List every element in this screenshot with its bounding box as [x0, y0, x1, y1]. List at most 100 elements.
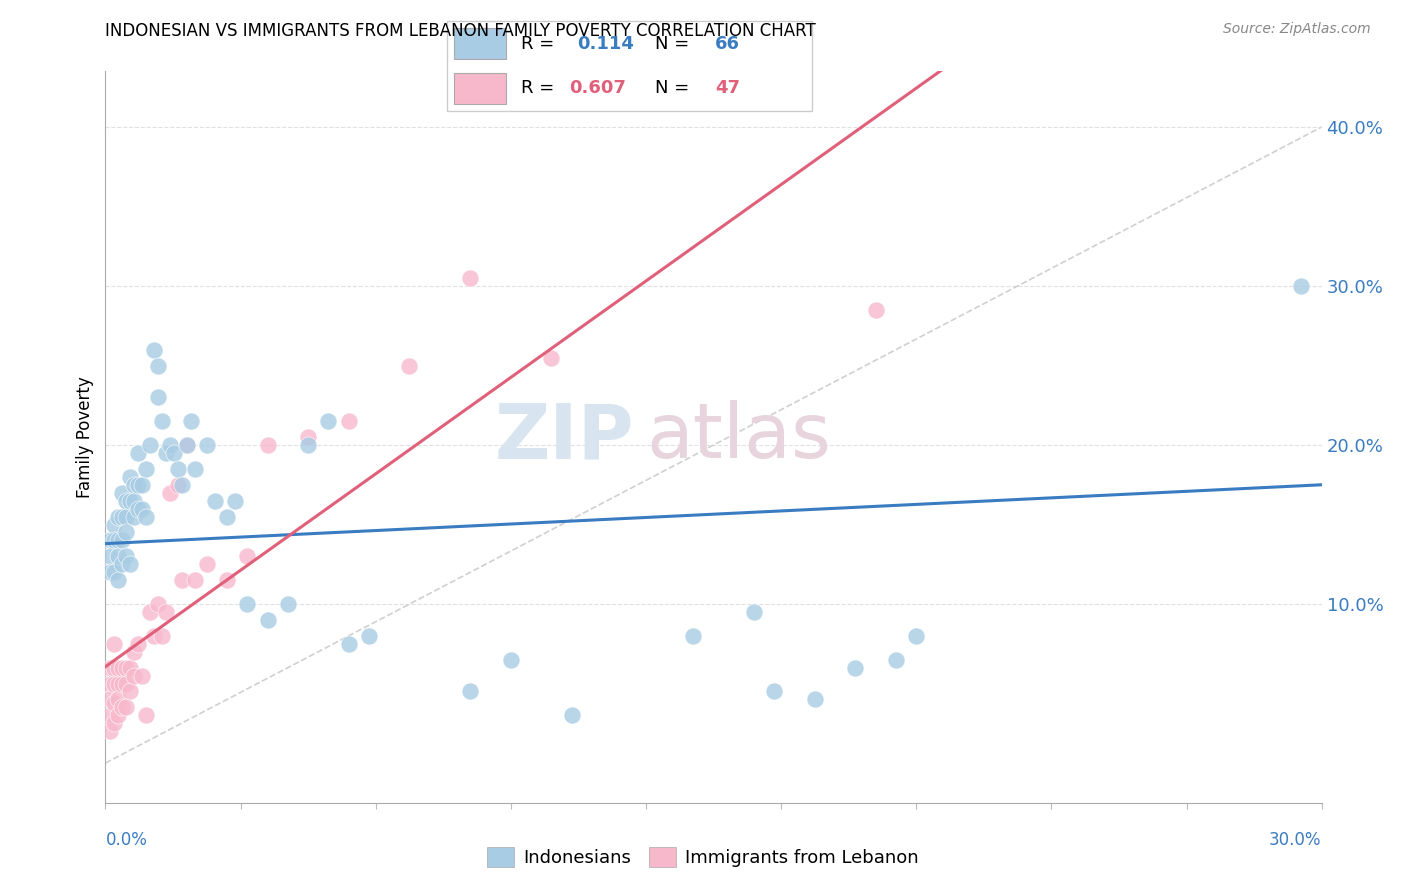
Point [256, 613, 278, 627]
Point [111, 485, 134, 500]
Point [107, 708, 129, 723]
Point [127, 637, 149, 651]
Point [155, 605, 177, 619]
Point [195, 558, 218, 572]
Point [98, 708, 121, 723]
Point [131, 668, 153, 682]
Point [146, 597, 169, 611]
Point [98, 533, 121, 548]
Point [135, 708, 157, 723]
Point [297, 430, 319, 444]
Point [131, 477, 153, 491]
Point [122, 509, 145, 524]
Point [127, 501, 149, 516]
Point [337, 637, 360, 651]
Point [159, 485, 181, 500]
Point [98, 724, 121, 739]
Text: 0.607: 0.607 [569, 78, 627, 96]
Text: atlas: atlas [647, 401, 831, 474]
Point [357, 629, 380, 643]
Point [277, 597, 299, 611]
Point [118, 684, 141, 698]
Point [114, 700, 136, 714]
Point [114, 676, 136, 690]
Point [150, 629, 173, 643]
Point [135, 462, 157, 476]
Point [114, 509, 136, 524]
Text: N =: N = [655, 35, 695, 53]
Point [180, 414, 202, 428]
Point [865, 302, 887, 317]
Point [118, 558, 141, 572]
Point [236, 597, 259, 611]
Point [122, 668, 145, 682]
Point [131, 501, 153, 516]
Text: R =: R = [522, 35, 565, 53]
Text: 30.0%: 30.0% [1270, 831, 1322, 849]
Point [139, 605, 162, 619]
Text: N =: N = [655, 78, 695, 96]
Point [118, 660, 141, 674]
Point [118, 493, 141, 508]
Point [98, 566, 121, 580]
Point [318, 414, 340, 428]
Point [1291, 279, 1313, 293]
Point [540, 351, 562, 365]
Point [167, 477, 190, 491]
Point [458, 684, 481, 698]
Y-axis label: Family Poverty: Family Poverty [76, 376, 94, 498]
Point [111, 533, 134, 548]
Point [118, 470, 141, 484]
Legend: Indonesians, Immigrants from Lebanon: Indonesians, Immigrants from Lebanon [479, 839, 927, 874]
Point [107, 573, 129, 587]
Point [150, 414, 173, 428]
Point [146, 390, 169, 404]
Point [103, 676, 125, 690]
Point [256, 438, 278, 452]
Text: INDONESIAN VS IMMIGRANTS FROM LEBANON FAMILY POVERTY CORRELATION CHART: INDONESIAN VS IMMIGRANTS FROM LEBANON FA… [105, 22, 817, 40]
Point [103, 517, 125, 532]
Point [107, 676, 129, 690]
Point [111, 660, 134, 674]
Point [224, 493, 246, 508]
Point [107, 549, 129, 564]
Point [195, 438, 218, 452]
Point [98, 549, 121, 564]
Point [107, 692, 129, 706]
Point [905, 629, 928, 643]
Point [804, 692, 827, 706]
Point [98, 660, 121, 674]
Point [103, 637, 125, 651]
Point [143, 343, 166, 357]
Point [155, 446, 177, 460]
Point [204, 493, 226, 508]
Text: 0.0%: 0.0% [105, 831, 148, 849]
Text: Source: ZipAtlas.com: Source: ZipAtlas.com [1223, 22, 1371, 37]
Bar [454, 73, 506, 104]
Point [163, 446, 186, 460]
Point [398, 359, 420, 373]
Point [143, 629, 166, 643]
Point [499, 653, 522, 667]
Point [763, 684, 786, 698]
Point [107, 509, 129, 524]
Point [172, 477, 194, 491]
Point [217, 509, 239, 524]
Point [884, 653, 907, 667]
Point [122, 477, 145, 491]
Bar [454, 28, 506, 59]
Point [103, 533, 125, 548]
Point [103, 660, 125, 674]
Point [114, 660, 136, 674]
Text: 0.114: 0.114 [576, 35, 634, 53]
Point [111, 509, 134, 524]
Point [107, 533, 129, 548]
Point [122, 645, 145, 659]
Point [159, 438, 181, 452]
Point [236, 549, 259, 564]
Point [111, 700, 134, 714]
Point [127, 446, 149, 460]
Point [114, 525, 136, 540]
Point [98, 692, 121, 706]
Point [107, 660, 129, 674]
